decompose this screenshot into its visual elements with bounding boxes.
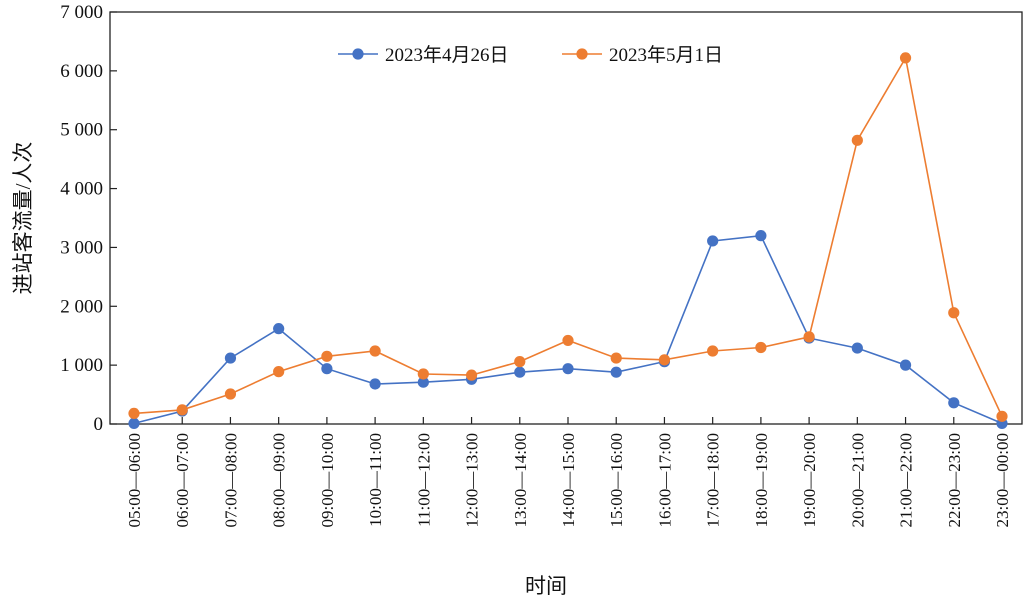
data-point [321,363,333,375]
data-point [948,307,960,319]
y-tick-label: 7 000 [60,2,103,23]
x-tick-label: 11:00—12:00 [414,433,433,527]
data-point [176,404,188,416]
data-point [707,235,719,247]
legend-marker [352,48,364,60]
legend-label: 2023年5月1日 [609,44,723,66]
data-point [562,363,574,375]
data-point [948,397,960,409]
y-tick-label: 2 000 [60,296,103,317]
legend-marker [576,48,588,60]
data-point [851,134,863,146]
data-point [369,378,381,390]
data-point [514,356,526,368]
x-tick-label: 20:00—21:00 [848,433,867,527]
data-point [899,52,912,64]
x-tick-label: 17:00—18:00 [704,433,723,527]
data-point [610,366,622,378]
x-tick-label: 21:00—22:00 [897,433,916,527]
plot-frame [109,11,1023,425]
data-point [610,352,622,364]
data-point [321,350,333,362]
data-point [562,334,574,347]
y-tick-label: 6 000 [60,61,103,82]
legend-item: 2023年5月1日 [562,44,723,66]
x-tick-label: 06:00—07:00 [173,433,192,527]
data-point [417,376,429,388]
data-point [996,410,1008,422]
y-tick-label: 0 [94,414,104,435]
x-tick-label: 13:00—14:00 [511,433,530,527]
series-layer [128,52,1008,430]
data-point [465,369,478,381]
x-axis-title: 时间 [525,574,567,598]
y-axis-title: 进站客流量/人次 [11,142,35,295]
x-tick-label: 16:00—17:00 [655,433,674,527]
data-point [369,345,381,357]
x-tick-label: 12:00—13:00 [463,433,482,527]
y-axis: 0 1 000 2 000 3 000 4 000 5 000 6 000 7 000 [60,2,117,435]
x-axis: 05:00—06:00 06:00—07:00 07:00—08:00 08:00—0… [125,417,1012,527]
legend-item: 2023年4月26日 [338,44,509,66]
data-point [899,359,912,371]
x-tick-label: 23:00—00:00 [993,433,1012,527]
series-2 [128,52,1008,422]
y-tick-label: 3 000 [60,237,103,258]
plot-border [109,11,1023,425]
data-point [128,417,140,430]
x-tick-label: 08:00—09:00 [270,433,289,527]
data-point [755,341,767,354]
data-point [128,407,140,420]
data-point [803,331,815,343]
data-point [514,366,526,378]
data-point [851,342,863,354]
x-tick-label: 05:00—06:00 [125,433,144,527]
data-point [224,388,237,400]
x-tick-label: 09:00—10:00 [318,433,337,527]
legend-label: 2023年4月26日 [385,44,509,66]
y-tick-label: 1 000 [60,355,103,376]
data-point [755,230,767,242]
data-point [417,368,429,380]
y-tick-label: 5 000 [60,120,103,141]
series-line [133,234,1003,425]
series-line [133,55,1003,417]
legend: 2023年4月26日 2023年5月1日 [338,44,723,66]
data-point [707,345,719,357]
x-tick-label: 10:00—11:00 [366,433,385,527]
x-tick-label: 07:00—08:00 [221,433,240,527]
x-tick-label: 19:00—20:00 [800,433,819,527]
data-point [273,323,285,335]
x-tick-label: 18:00—19:00 [752,433,771,527]
series-1 [128,230,1008,430]
data-point [273,366,285,378]
x-tick-label: 15:00—16:00 [607,433,626,527]
data-point [658,354,671,366]
data-point [224,352,237,364]
x-tick-label: 14:00—15:00 [559,433,578,527]
y-tick-label: 4 000 [60,179,103,200]
x-tick-label: 22:00—23:00 [945,433,964,527]
